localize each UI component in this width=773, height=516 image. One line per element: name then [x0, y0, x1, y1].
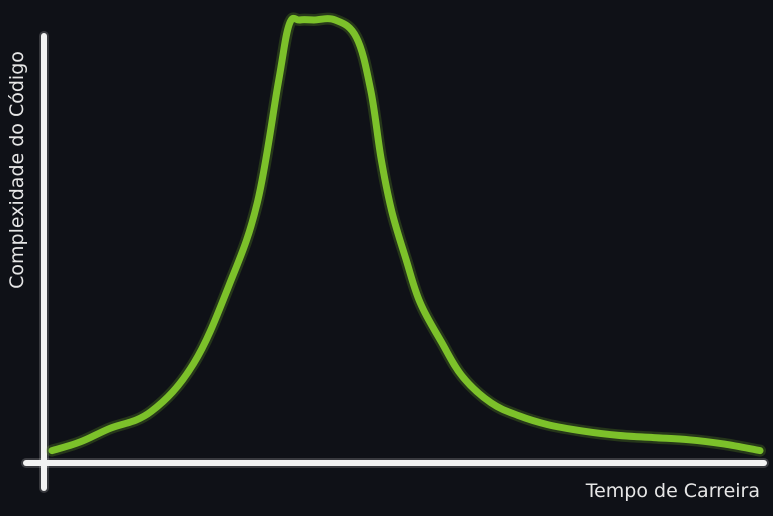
y-axis-title: Complexidade do Código [6, 51, 28, 289]
series-layer [46, 12, 766, 457]
series-0-glow [46, 12, 766, 457]
x-axis-title: Tempo de Carreira [585, 480, 760, 502]
series-0-line [48, 14, 764, 455]
